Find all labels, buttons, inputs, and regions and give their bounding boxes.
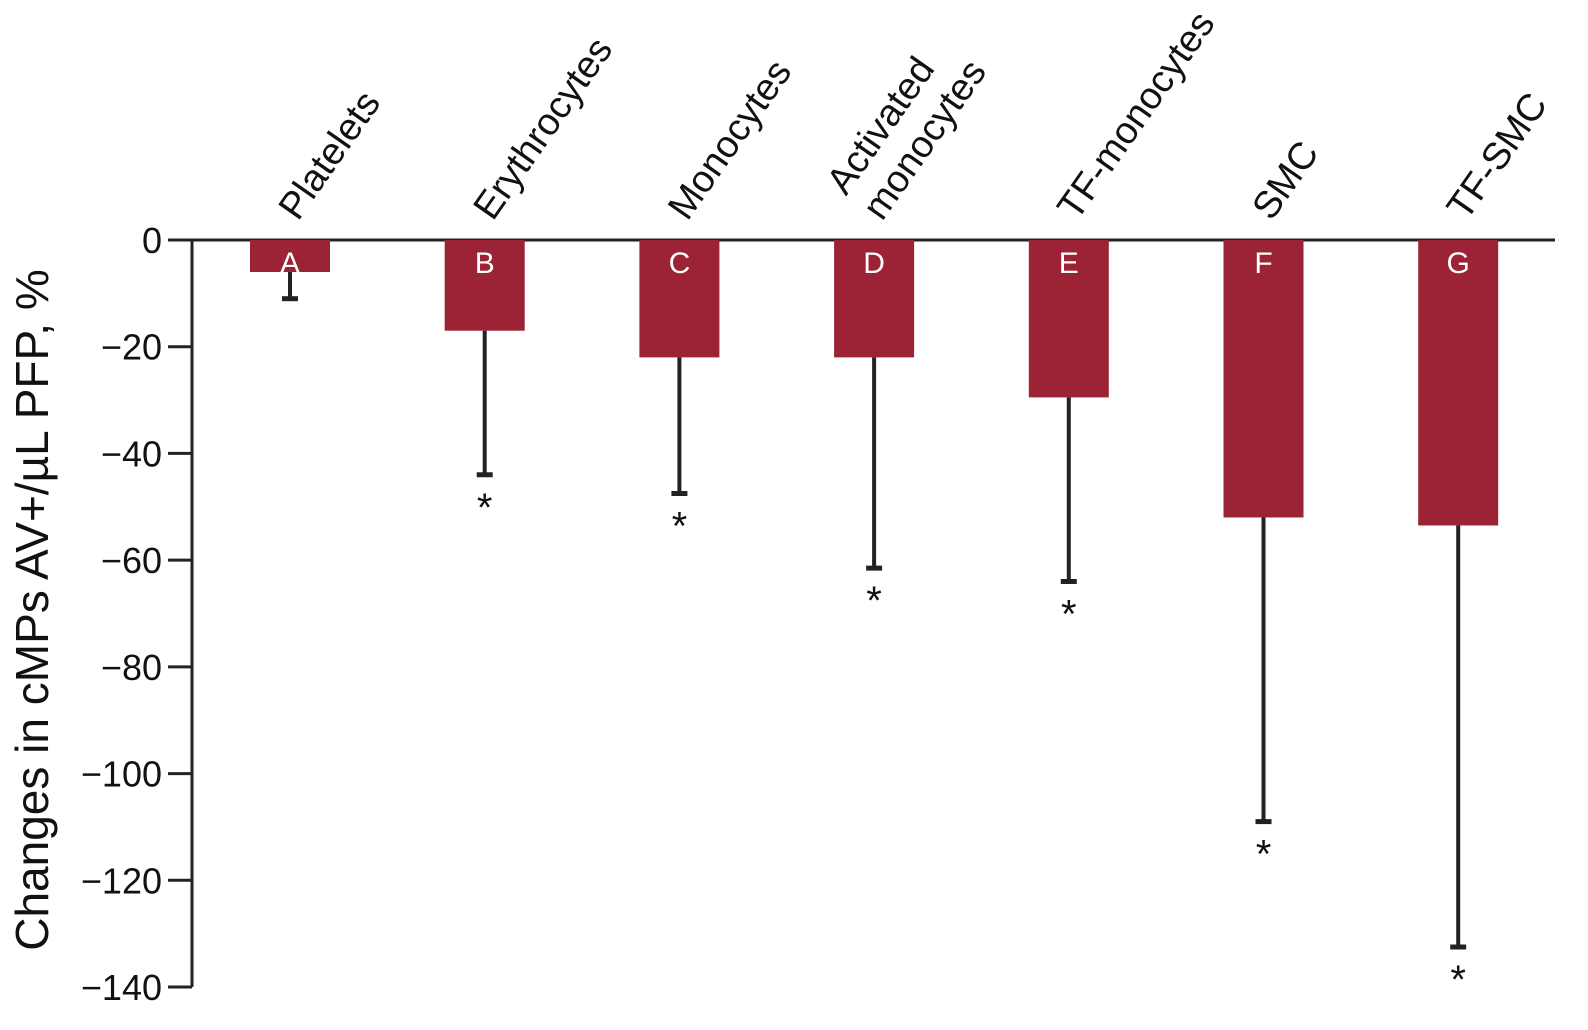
y-tick-label: −140 [81, 967, 162, 1008]
bar-letter: F [1254, 247, 1272, 280]
y-tick-label: −40 [101, 433, 162, 474]
category-label-group: SMC [1244, 134, 1327, 227]
bars: A B * C * D * E * F * G * [250, 240, 1499, 1002]
bar-letter: G [1447, 247, 1470, 280]
y-tick-label: −80 [101, 647, 162, 688]
bar [250, 240, 330, 273]
significance-marker: * [866, 579, 882, 623]
bar [1418, 240, 1499, 526]
category-label-group: Platelets [271, 84, 389, 227]
y-tick-label: 0 [142, 220, 162, 261]
category-label: Erythrocytes [466, 30, 622, 227]
bar-letter: B [475, 247, 495, 280]
category-label: TF-monocytes [1050, 4, 1224, 227]
bar-letter: D [863, 247, 885, 280]
category-label: Monocytes [660, 53, 800, 228]
significance-marker: * [1256, 833, 1272, 877]
bar-letter: C [669, 247, 691, 280]
bar [834, 240, 915, 358]
y-tick-label: −20 [101, 327, 162, 368]
category-label-group: Erythrocytes [466, 30, 622, 227]
category-label: SMC [1244, 134, 1327, 227]
bar [444, 240, 525, 331]
category-label-group: Monocytes [660, 53, 800, 228]
bar [639, 240, 720, 358]
y-axis-title: Changes in cMPs AV+/µL PFP, % [6, 269, 58, 951]
category-label: Platelets [271, 84, 389, 227]
bar-letter: A [280, 247, 300, 280]
category-labels: Platelets Erythrocytes Monocytes Activatedm… [271, 4, 1556, 227]
significance-marker: * [1061, 592, 1077, 636]
y-axis-title-group: Changes in cMPs AV+/µL PFP, % [6, 269, 58, 951]
bar [1223, 240, 1304, 518]
bar-letter: E [1059, 247, 1079, 280]
category-label-group: TF-monocytes [1050, 4, 1224, 227]
significance-marker: * [672, 504, 688, 548]
significance-marker: * [1450, 958, 1466, 1002]
significance-marker: * [477, 486, 493, 530]
y-tick-label: −60 [101, 540, 162, 581]
category-label: TF-SMC [1439, 85, 1556, 227]
category-label-group: TF-SMC [1439, 85, 1556, 227]
bar [1028, 240, 1109, 398]
axes: 0 −20 −40 −60 −80 −100 −120 −140 [81, 220, 1555, 1008]
y-tick-label: −120 [81, 860, 162, 901]
y-tick-label: −100 [81, 754, 162, 795]
